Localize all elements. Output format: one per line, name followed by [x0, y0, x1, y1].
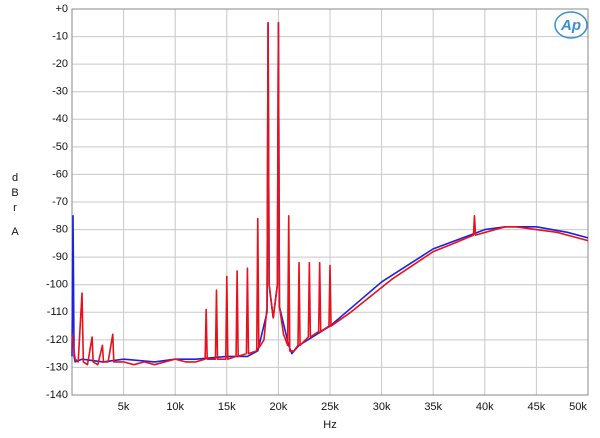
- y-tick-label: -110: [47, 306, 68, 318]
- logo-text: Ap: [560, 17, 581, 34]
- y-tick-label: -40: [52, 113, 68, 125]
- x-tick-label: 10k: [166, 401, 184, 413]
- x-tick-label: 40k: [476, 401, 494, 413]
- y-axis-label: r: [13, 202, 17, 214]
- y-tick-label: -10: [52, 30, 68, 42]
- x-tick-label: 25k: [321, 401, 339, 413]
- y-tick-label: -50: [52, 141, 68, 153]
- y-axis-label: A: [11, 226, 19, 238]
- x-tick-label: 20k: [270, 401, 288, 413]
- y-tick-label: -30: [52, 86, 68, 98]
- y-tick-label: -80: [52, 223, 68, 235]
- y-tick-label: -140: [46, 389, 68, 401]
- y-axis-label: B: [11, 187, 18, 199]
- y-tick-label: -20: [52, 58, 68, 70]
- y-tick-label: +0: [55, 3, 68, 15]
- y-tick-label: -70: [52, 196, 68, 208]
- logo-ring: [554, 11, 588, 39]
- x-axis-label: Hz: [323, 419, 336, 431]
- y-tick-label: -60: [52, 168, 68, 180]
- x-tick-label: 50k: [569, 401, 587, 413]
- x-tick-label: 30k: [373, 401, 391, 413]
- plot-frame: [71, 8, 589, 396]
- x-tick-label: 5k: [118, 401, 130, 413]
- y-axis-label: d: [12, 172, 18, 184]
- y-tick-label: -120: [46, 334, 68, 346]
- logo: Ap: [554, 11, 588, 39]
- series-line: [71, 21, 589, 366]
- x-tick-label: 45k: [528, 401, 546, 413]
- y-tick-label: -100: [46, 279, 68, 291]
- x-tick-label: 15k: [218, 401, 236, 413]
- x-tick-label: 35k: [424, 401, 442, 413]
- y-tick-label: -130: [46, 361, 68, 373]
- y-tick-label: -90: [52, 251, 68, 263]
